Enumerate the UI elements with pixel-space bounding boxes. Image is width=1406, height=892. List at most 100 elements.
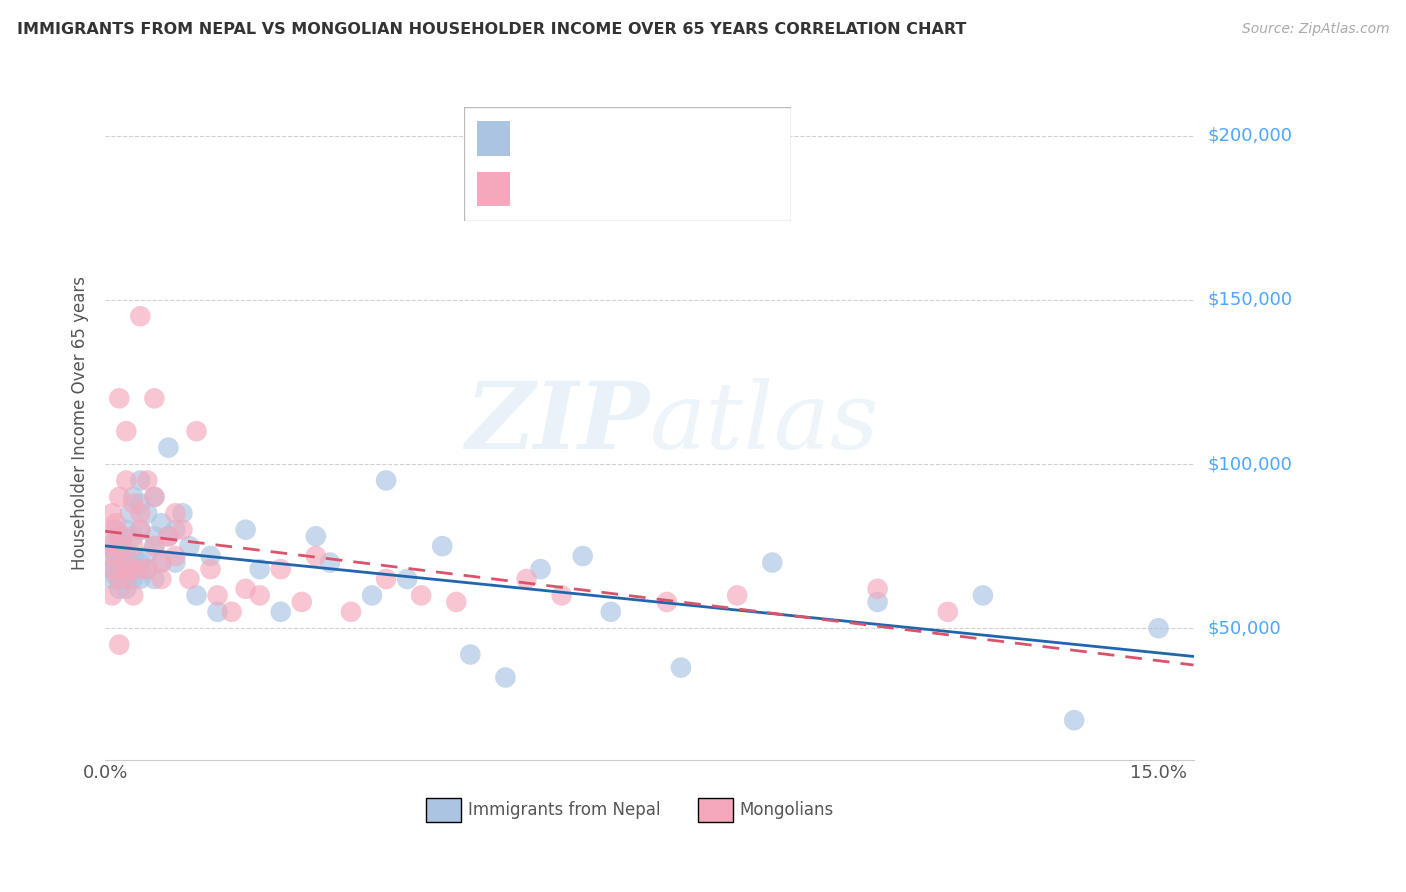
Point — [143, 539, 166, 553]
Point — [460, 648, 482, 662]
Point — [129, 572, 152, 586]
Point — [101, 562, 124, 576]
Point — [136, 549, 159, 563]
Point — [179, 539, 201, 553]
Text: $100,000: $100,000 — [1208, 455, 1292, 473]
Point — [150, 572, 173, 586]
Point — [122, 539, 145, 553]
Point — [165, 523, 187, 537]
Point — [655, 595, 678, 609]
Point — [122, 496, 145, 510]
Point — [150, 516, 173, 530]
Point — [108, 392, 131, 406]
Point — [122, 562, 145, 576]
Point — [115, 572, 138, 586]
Point — [432, 539, 454, 553]
Point — [305, 529, 328, 543]
Point — [111, 529, 134, 543]
Point — [446, 595, 468, 609]
Point — [115, 523, 138, 537]
FancyBboxPatch shape — [699, 798, 733, 822]
Point — [115, 549, 138, 563]
Point — [97, 539, 120, 553]
Point — [157, 529, 180, 543]
Point — [157, 441, 180, 455]
Point — [200, 562, 222, 576]
Point — [129, 506, 152, 520]
Point — [866, 595, 889, 609]
Point — [172, 523, 194, 537]
Y-axis label: Householder Income Over 65 years: Householder Income Over 65 years — [72, 276, 89, 570]
Point — [108, 490, 131, 504]
Point — [101, 588, 124, 602]
Point — [101, 506, 124, 520]
Point — [108, 638, 131, 652]
Point — [108, 572, 131, 586]
Point — [186, 588, 208, 602]
Point — [111, 539, 134, 553]
Text: atlas: atlas — [650, 378, 879, 468]
Point — [129, 556, 152, 570]
Point — [143, 529, 166, 543]
Point — [186, 424, 208, 438]
Point — [599, 605, 621, 619]
Point — [179, 572, 201, 586]
FancyBboxPatch shape — [426, 798, 461, 822]
Text: ZIP: ZIP — [465, 378, 650, 468]
Point — [104, 568, 127, 582]
Point — [143, 572, 166, 586]
Point — [108, 556, 131, 570]
Point — [104, 549, 127, 563]
Point — [270, 562, 292, 576]
Point — [136, 474, 159, 488]
Point — [104, 556, 127, 570]
Point — [200, 549, 222, 563]
Point — [207, 605, 229, 619]
Point — [319, 556, 342, 570]
Text: IMMIGRANTS FROM NEPAL VS MONGOLIAN HOUSEHOLDER INCOME OVER 65 YEARS CORRELATION : IMMIGRANTS FROM NEPAL VS MONGOLIAN HOUSE… — [17, 22, 966, 37]
Point — [108, 539, 131, 553]
Point — [207, 588, 229, 602]
Point — [104, 546, 127, 560]
Point — [165, 506, 187, 520]
Text: Immigrants from Nepal: Immigrants from Nepal — [468, 801, 661, 819]
Point — [115, 474, 138, 488]
Point — [375, 474, 398, 488]
Point — [129, 562, 152, 576]
Point — [129, 474, 152, 488]
Point — [157, 529, 180, 543]
Point — [143, 392, 166, 406]
Point — [122, 572, 145, 586]
Point — [361, 588, 384, 602]
Point — [305, 549, 328, 563]
Text: $150,000: $150,000 — [1208, 291, 1292, 309]
Point — [571, 549, 593, 563]
Point — [866, 582, 889, 596]
Text: Mongolians: Mongolians — [740, 801, 834, 819]
Point — [111, 562, 134, 576]
Text: $200,000: $200,000 — [1208, 127, 1292, 145]
Point — [108, 562, 131, 576]
Point — [108, 529, 131, 543]
Point — [340, 605, 363, 619]
Point — [101, 523, 124, 537]
Point — [150, 556, 173, 570]
Point — [165, 556, 187, 570]
Point — [118, 556, 141, 570]
Point — [101, 572, 124, 586]
Point — [136, 562, 159, 576]
Point — [1147, 621, 1170, 635]
Point — [1063, 713, 1085, 727]
Text: Source: ZipAtlas.com: Source: ZipAtlas.com — [1241, 22, 1389, 37]
Point — [104, 523, 127, 537]
Point — [104, 516, 127, 530]
Point — [115, 424, 138, 438]
Point — [375, 572, 398, 586]
Point — [129, 496, 152, 510]
Point — [249, 562, 271, 576]
Point — [136, 562, 159, 576]
Point — [115, 572, 138, 586]
Point — [936, 605, 959, 619]
Point — [122, 529, 145, 543]
Point — [669, 660, 692, 674]
